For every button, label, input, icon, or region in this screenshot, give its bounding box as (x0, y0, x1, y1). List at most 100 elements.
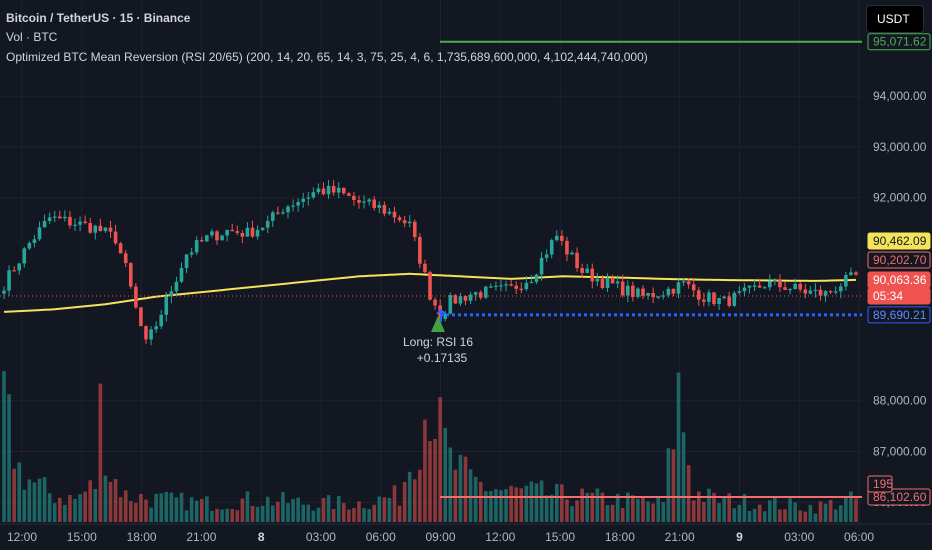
candle-body (610, 277, 615, 284)
candle-body (225, 229, 229, 236)
candle-body (387, 211, 392, 214)
candle-body (473, 292, 478, 295)
candle-body (453, 295, 458, 304)
candle-body (169, 291, 174, 297)
candle-body (554, 235, 559, 241)
volume-bar (128, 501, 133, 522)
candle-body (27, 242, 32, 249)
volume-bar (499, 490, 503, 522)
candle-body (367, 199, 371, 202)
candle-body (808, 290, 813, 294)
volume-bar (362, 508, 366, 522)
volume-bar (276, 501, 280, 522)
volume-bar (818, 501, 823, 522)
volume-bar (494, 489, 498, 522)
volume-bar (270, 505, 275, 522)
volume-bar (803, 511, 808, 522)
volume-bar (762, 511, 767, 522)
symbol-title[interactable]: Bitcoin / TetherUS · 15 · Binance (6, 11, 191, 25)
volume-bar (549, 494, 554, 522)
volume-bar (428, 441, 432, 522)
volume-bar (189, 497, 194, 522)
volume-bar (341, 503, 346, 522)
time-tick-label: 03:00 (784, 530, 814, 544)
time-tick-label: 09:00 (426, 530, 456, 544)
candle-body (210, 231, 214, 236)
volume-bar (696, 491, 701, 522)
volume-bar (326, 495, 331, 522)
time-tick-label: 18:00 (127, 530, 157, 544)
volume-bar (519, 488, 524, 522)
candle-body (362, 201, 366, 203)
candle-body (276, 212, 280, 214)
volume-bar (83, 491, 87, 522)
volume-bar (631, 495, 635, 522)
candle-body (676, 282, 681, 294)
candle-body (230, 229, 235, 232)
candle-body (220, 235, 224, 241)
volume-bar (854, 498, 858, 522)
trade-marker: Long: RSI 16 +0.17135 (403, 308, 473, 365)
candle-body (631, 285, 635, 297)
time-axis[interactable]: 12:00 15:00 18:00 21:00 8 03:00 06:00 09:00 12:0… (0, 523, 932, 550)
candle-body (509, 284, 513, 286)
volume-bar (291, 498, 295, 522)
volume-bar (316, 507, 321, 522)
candle-body (336, 187, 341, 193)
candle-body (539, 257, 544, 275)
volume-bar (544, 495, 549, 522)
candle-body (560, 235, 564, 241)
volume-bar (712, 492, 716, 522)
candle-body (199, 240, 204, 242)
volume-bar (438, 397, 442, 522)
candle-body (671, 288, 676, 294)
candle-body (179, 268, 184, 282)
volume-bar (88, 480, 93, 522)
volume-bar (387, 497, 392, 522)
candle-body (397, 217, 402, 221)
volume-bar (357, 501, 361, 522)
volume-bar (412, 479, 417, 522)
volume-bar (823, 503, 828, 522)
candle-body (418, 237, 422, 264)
candle-body (235, 231, 240, 233)
volume-bar (42, 477, 47, 522)
volume-bar (210, 510, 214, 522)
volume-bar (407, 471, 412, 522)
volume-bar (2, 371, 6, 522)
volume-bar (813, 513, 818, 522)
time-tick-label: 9 (736, 530, 743, 544)
candle-body (281, 212, 285, 214)
candle-body (174, 281, 179, 292)
candle-body (844, 275, 848, 287)
volume-bar (260, 505, 265, 522)
candle-body (813, 289, 818, 291)
volume-bar (347, 509, 351, 522)
volume-bar (397, 505, 402, 522)
volume-bar (164, 492, 169, 522)
volume-bars (2, 371, 858, 522)
candle-body (504, 284, 508, 286)
volume-legend[interactable]: Vol · BTC (6, 30, 58, 44)
candle-body (352, 195, 356, 200)
candle-body (828, 291, 833, 293)
volume-bar (463, 456, 468, 522)
currency-button[interactable]: USDT (866, 5, 924, 33)
volume-bar (372, 504, 377, 522)
volume-bar (336, 495, 341, 522)
volume-bar (433, 438, 437, 522)
volume-bar (600, 492, 605, 522)
candle-body (448, 295, 453, 314)
volume-bar (605, 505, 610, 522)
price-label-text: 86,102.60 (873, 490, 927, 504)
candle-body (661, 295, 666, 297)
time-tick-label: 12:00 (485, 530, 515, 544)
candle-body (433, 299, 437, 306)
volume-bar (620, 507, 625, 522)
candle-body (42, 220, 47, 228)
strategy-legend[interactable]: Optimized BTC Mean Reversion (RSI 20/65)… (6, 50, 648, 64)
strategy-lines (0, 40, 862, 499)
volume-bar (37, 478, 42, 522)
candle-body (727, 296, 732, 306)
